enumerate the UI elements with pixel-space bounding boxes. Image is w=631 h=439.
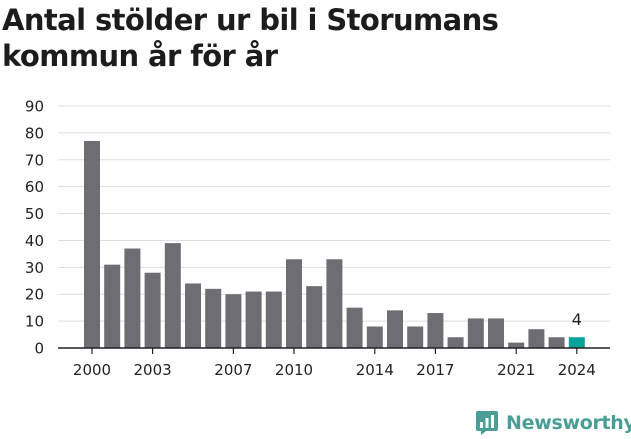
data-labels: 4 (572, 310, 582, 329)
bar-2016 (407, 326, 424, 348)
x-axis-ticks: 2000 2003 2007 2010 2014 2017 2021 2024 (73, 348, 596, 379)
x-tick-label: 2014 (356, 361, 394, 379)
x-tick-label: 2021 (497, 361, 535, 379)
y-tick-label: 10 (25, 313, 44, 331)
y-axis-tick-labels: 0 10 20 30 40 50 60 70 80 90 (25, 98, 44, 358)
y-tick-label: 30 (25, 259, 44, 277)
x-tick-label: 2017 (416, 361, 454, 379)
bar-2018 (447, 337, 464, 348)
bar-2017 (427, 313, 444, 348)
bar-2012 (326, 259, 343, 348)
bars (84, 140, 585, 348)
x-tick-label: 2003 (134, 361, 172, 379)
y-tick-label: 90 (25, 98, 44, 116)
chart-title: Antal stölder ur bil i Storumans kommun … (2, 3, 499, 73)
brand-name: Newsworthy (506, 412, 631, 434)
bar-2010 (286, 259, 302, 348)
bar-2008 (245, 291, 262, 348)
y-tick-label: 50 (25, 205, 44, 223)
bar-2022 (528, 329, 545, 348)
x-tick-label: 2007 (214, 361, 252, 379)
y-tick-label: 60 (25, 178, 44, 196)
bar-2002 (124, 248, 141, 348)
bar-2004 (164, 243, 181, 348)
bar-2003 (144, 272, 161, 348)
x-tick-label: 2000 (73, 361, 111, 379)
bar-2013 (346, 307, 363, 348)
bar-2001 (104, 264, 121, 348)
bar-2006 (205, 288, 222, 348)
x-tick-label: 2024 (558, 361, 596, 379)
bar-2009 (265, 291, 282, 348)
bar-2005 (185, 283, 201, 348)
x-tick-label: 2010 (275, 361, 313, 379)
y-tick-label: 0 (34, 340, 44, 358)
bar-2015 (387, 310, 403, 348)
y-tick-label: 80 (25, 124, 44, 142)
newsworthy-logo-icon (476, 411, 498, 435)
bar-2007 (225, 294, 242, 348)
data-label-2024: 4 (572, 310, 582, 329)
bar-2000 (84, 140, 100, 348)
bar-2011 (306, 286, 323, 348)
bar-2014 (366, 326, 383, 348)
y-tick-label: 70 (25, 151, 44, 169)
bar-2020 (488, 318, 504, 348)
bar-2023 (548, 337, 565, 348)
y-tick-label: 20 (25, 286, 44, 304)
bar-2021 (508, 342, 525, 348)
bar-2019 (467, 318, 484, 348)
bar-2024 (568, 337, 585, 348)
y-tick-label: 40 (25, 232, 44, 250)
newsworthy-brand: Newsworthy (475, 408, 631, 438)
